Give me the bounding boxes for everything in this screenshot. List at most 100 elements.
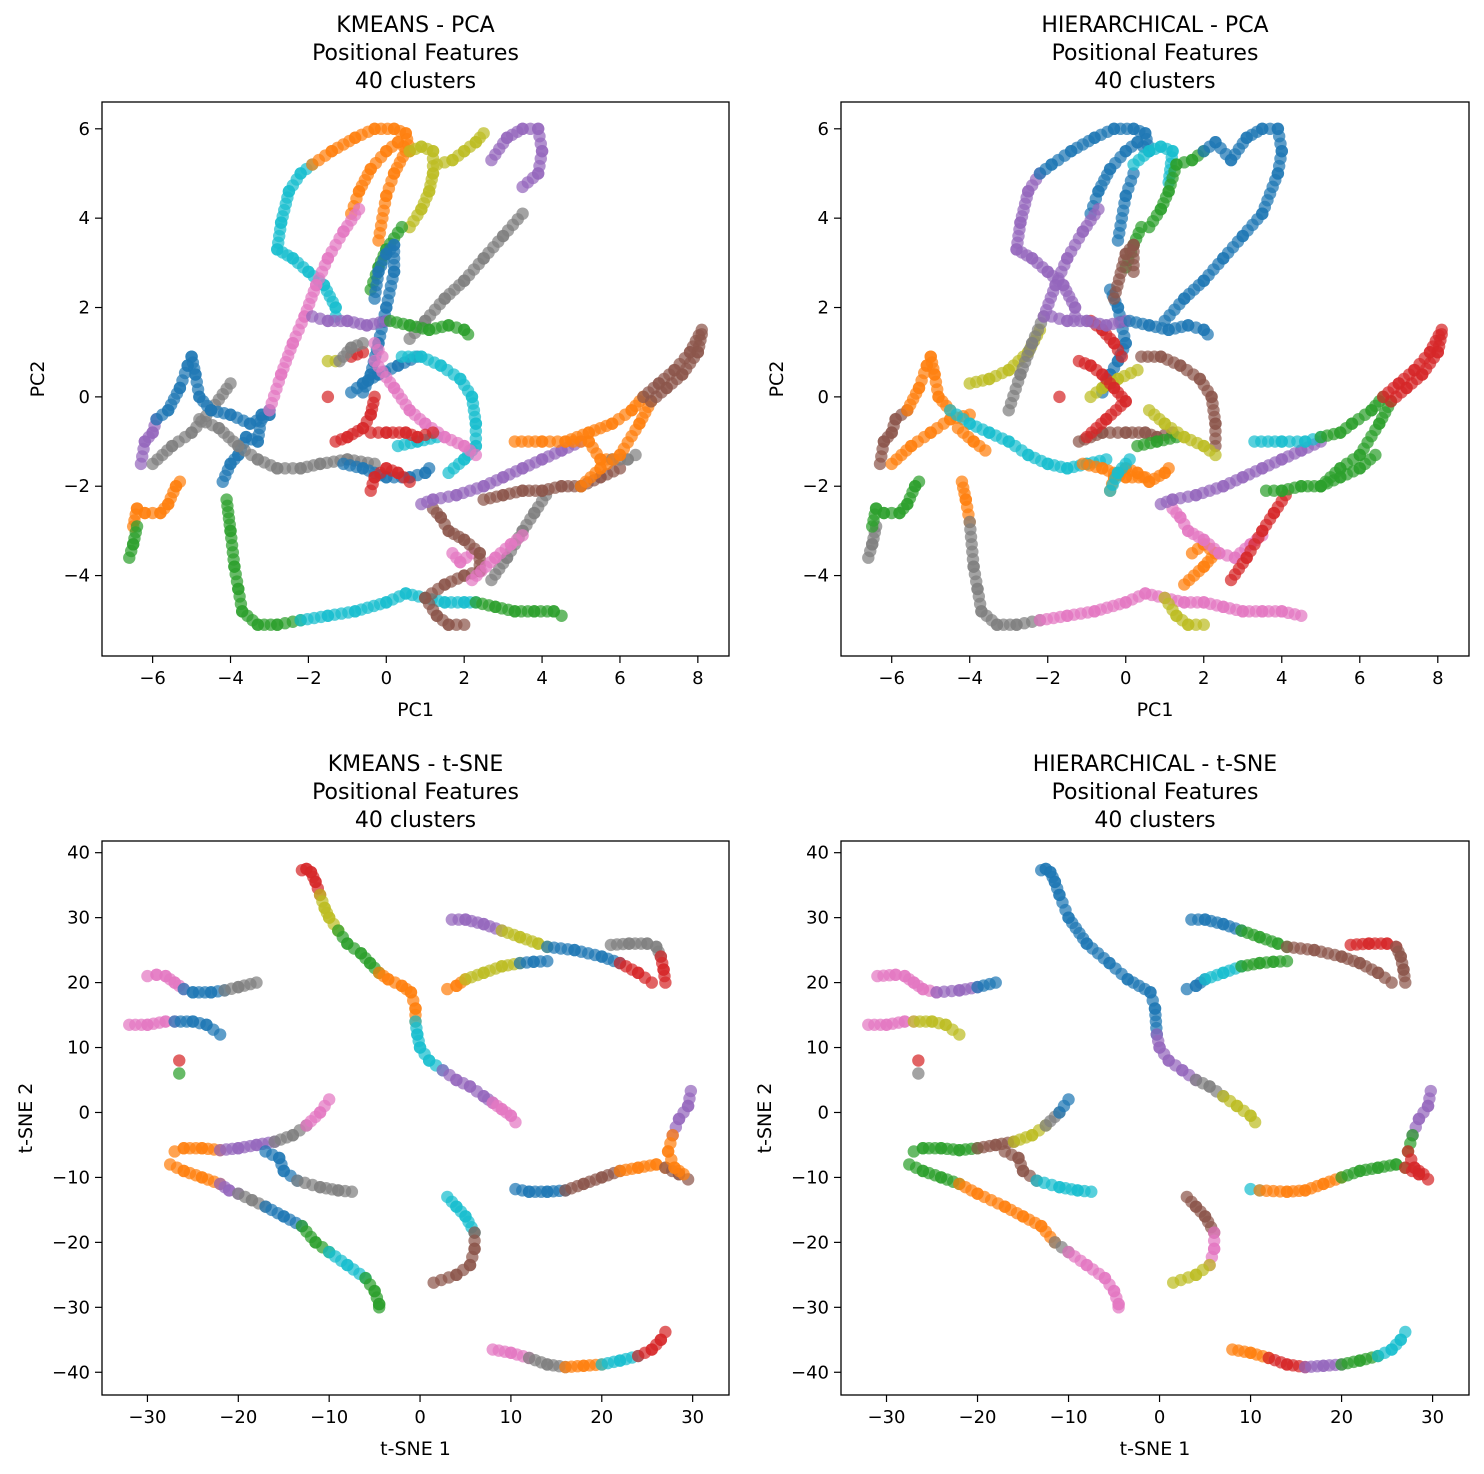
data-point (173, 1054, 186, 1067)
x-axis-label: t-SNE 1 (1120, 1438, 1191, 1460)
data-point (1127, 167, 1140, 180)
y-tick-label: 6 (818, 119, 829, 140)
x-tick-label: 10 (1239, 1407, 1262, 1428)
y-tick-label: −10 (791, 1167, 829, 1188)
data-point (1185, 547, 1199, 560)
data-point (1385, 976, 1398, 989)
data-point (1080, 430, 1093, 444)
data-point (477, 127, 490, 140)
x-tick-label: 0 (381, 668, 392, 689)
data-point (213, 1028, 227, 1041)
x-axis-label: PC1 (1137, 699, 1174, 721)
y-tick-label: −2 (63, 476, 90, 497)
data-point (1112, 1301, 1125, 1314)
y-tick-label: −4 (63, 566, 90, 587)
data-point (1244, 1182, 1257, 1196)
chart-title-line: 40 clusters (1094, 808, 1215, 833)
data-point (345, 1185, 359, 1198)
data-point (1068, 301, 1082, 314)
data-point (659, 976, 672, 989)
y-tick-label: −20 (52, 1232, 90, 1253)
x-tick-label: 0 (1154, 1407, 1165, 1428)
x-tick-label: −2 (1034, 668, 1061, 689)
data-point (321, 390, 335, 404)
y-tick-label: 0 (79, 387, 90, 408)
axes-frame (840, 840, 1470, 1396)
data-point (677, 1167, 690, 1181)
x-tick-label: 8 (1432, 668, 1443, 689)
y-tick-label: 40 (806, 843, 829, 864)
data-point (141, 969, 154, 983)
data-point (426, 426, 440, 439)
chart-title-line: Positional Features (312, 41, 519, 66)
data-point (912, 1067, 925, 1080)
data-point (695, 328, 708, 341)
x-tick-label: 30 (1421, 1407, 1444, 1428)
data-point (159, 1015, 172, 1028)
x-tick-label: 4 (536, 668, 547, 689)
y-tick-label: −2 (802, 476, 829, 497)
data-point (1417, 1167, 1430, 1181)
data-point (372, 1301, 386, 1314)
data-point (150, 968, 163, 981)
x-tick-label: −20 (219, 1407, 257, 1428)
x-tick-label: 20 (590, 1407, 613, 1428)
x-tick-label: −10 (310, 1407, 348, 1428)
data-point (541, 954, 554, 968)
data-point (419, 591, 432, 605)
data-point (989, 976, 1002, 989)
y-axis-label: t-SNE 2 (15, 1083, 37, 1154)
data-point (1280, 954, 1294, 968)
data-point (1092, 203, 1105, 216)
data-point (395, 220, 409, 234)
x-tick-label: −10 (1050, 1407, 1088, 1428)
x-tick-label: 0 (414, 1407, 425, 1428)
data-point (427, 1276, 440, 1289)
data-point (403, 144, 416, 158)
data-point (1053, 390, 1066, 404)
y-tick-label: −20 (791, 1232, 829, 1253)
data-point (376, 350, 389, 363)
y-tick-label: 6 (79, 119, 90, 140)
y-tick-label: 10 (806, 1038, 829, 1059)
x-tick-label: 20 (1330, 1407, 1353, 1428)
data-point (469, 448, 483, 462)
scatter-points (862, 122, 1448, 631)
data-point (516, 180, 529, 194)
data-point (403, 475, 416, 488)
y-tick-label: 30 (67, 908, 90, 929)
y-tick-label: 4 (818, 208, 829, 229)
y-tick-label: −40 (52, 1362, 90, 1383)
data-point (1369, 448, 1382, 462)
subplot-4: HIERARCHICAL - t-SNE Positional Features 4… (754, 752, 1470, 1460)
data-point (1139, 471, 1152, 484)
data-point (613, 462, 627, 475)
x-tick-label: 2 (458, 668, 469, 689)
y-tick-label: 40 (67, 843, 90, 864)
scatter-points (862, 862, 1437, 1374)
data-point (422, 462, 436, 475)
data-point (461, 328, 475, 341)
data-point (173, 1067, 186, 1080)
chart-title-line: Positional Features (312, 780, 519, 805)
chart-title-line: 40 clusters (355, 69, 476, 94)
y-tick-label: −30 (52, 1297, 90, 1318)
data-point (173, 475, 187, 488)
y-tick-label: 0 (818, 387, 829, 408)
y-axis-label: PC2 (766, 361, 788, 398)
y-axis-label: PC2 (27, 361, 49, 398)
axes-frame (101, 101, 730, 657)
data-point (224, 377, 237, 390)
chart-title-line: Positional Features (1052, 780, 1259, 805)
data-point (1123, 453, 1136, 466)
data-point (979, 444, 992, 457)
y-tick-label: 2 (818, 298, 829, 319)
data-point (1085, 1185, 1098, 1198)
x-tick-label: −30 (868, 1407, 906, 1428)
x-tick-label: −6 (878, 668, 905, 689)
y-tick-label: 4 (79, 208, 90, 229)
data-point (912, 1054, 925, 1067)
data-point (1399, 1325, 1412, 1339)
x-axis-label: t-SNE 1 (380, 1438, 451, 1460)
x-tick-label: 8 (692, 668, 703, 689)
